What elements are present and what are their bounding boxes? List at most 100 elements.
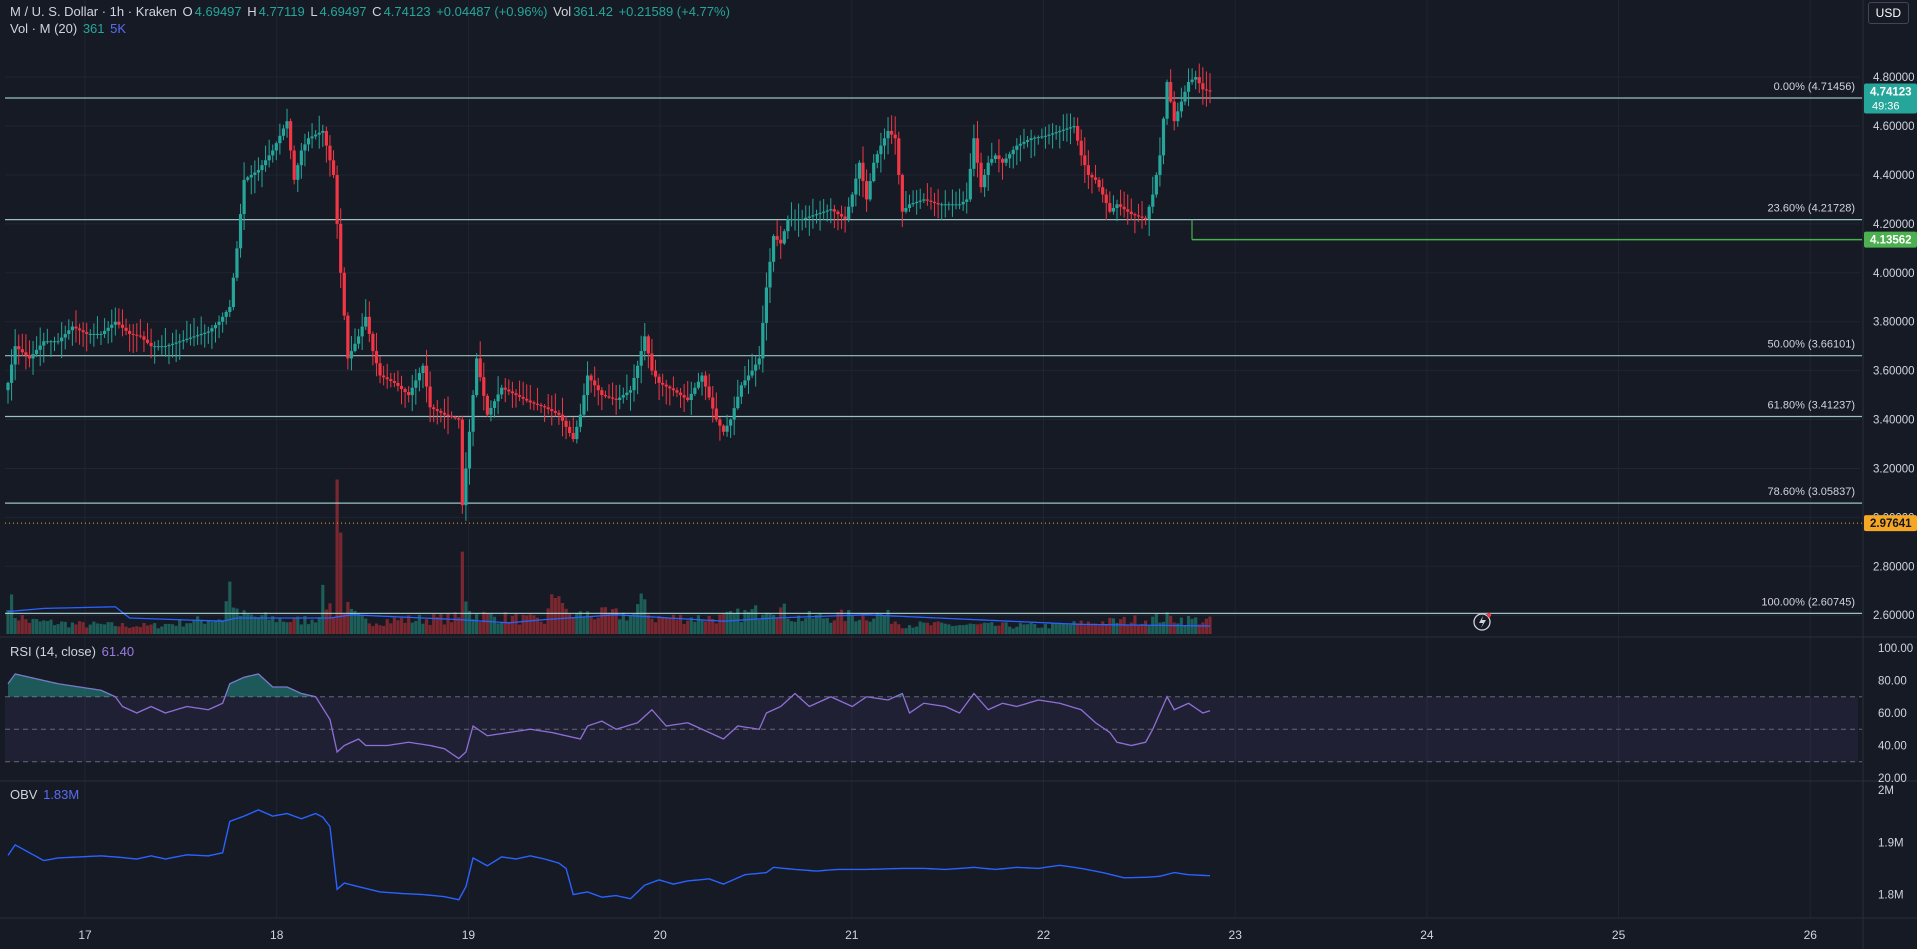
candle-body — [453, 417, 457, 419]
candle-body — [246, 177, 250, 180]
candle-body — [185, 338, 189, 341]
candle-body — [864, 181, 869, 200]
volume-bar — [693, 621, 697, 634]
obv-header[interactable]: OBV 1.83M — [10, 787, 81, 802]
candle-body — [965, 199, 969, 202]
rsi-tick-label: 100.00 — [1878, 643, 1913, 655]
rsi-value: 61.40 — [101, 644, 135, 659]
volume-bar — [156, 628, 160, 634]
price-tick-label: 3.40000 — [1873, 415, 1915, 427]
candle-body — [571, 432, 575, 440]
candle-body — [754, 364, 758, 371]
candle-body — [618, 397, 622, 400]
volume-bar — [904, 628, 908, 634]
volume-bar — [539, 621, 543, 634]
volume-bar — [339, 532, 343, 634]
volume-bar — [607, 612, 611, 634]
candle-body — [589, 375, 593, 381]
candle-body — [929, 200, 933, 202]
candle-body — [947, 204, 951, 206]
candle-body — [836, 211, 840, 215]
volume-bar — [1144, 620, 1148, 634]
candle-body — [117, 321, 121, 325]
candle-body — [367, 316, 371, 334]
volume-bar — [492, 616, 497, 634]
volume-bar — [471, 619, 475, 634]
volume-bar — [1061, 623, 1065, 634]
time-tick-label: 26 — [1804, 928, 1818, 942]
volume-bar — [929, 625, 933, 634]
candle-body — [797, 218, 801, 220]
fib-level-label: 78.60% (3.05837) — [1768, 486, 1855, 498]
volume-bar — [131, 626, 135, 634]
candle-body — [807, 216, 811, 218]
volume-bar — [99, 623, 103, 634]
candle-body — [603, 395, 608, 397]
candle-body — [274, 143, 278, 151]
volume-bar — [185, 623, 189, 634]
candle-body — [149, 342, 153, 347]
volume-bar — [1108, 617, 1112, 634]
candle-body — [457, 418, 461, 420]
candle-body — [653, 370, 658, 377]
volume-bar — [893, 621, 897, 634]
candle-body — [428, 386, 432, 408]
candle-body — [20, 349, 24, 353]
rsi-header[interactable]: RSI (14, close) 61.40 — [10, 644, 136, 659]
candle-body — [997, 155, 1001, 160]
obv-value: 1.83M — [43, 787, 80, 802]
volume-bar — [764, 612, 769, 634]
candle-body — [1204, 89, 1209, 91]
volume-bar — [1050, 622, 1055, 634]
candle-body — [575, 426, 579, 440]
candle-body — [360, 326, 364, 337]
volume-bar — [128, 627, 132, 634]
time-tick-label: 17 — [78, 928, 92, 942]
candle-body — [686, 397, 690, 400]
volume-bar — [618, 619, 622, 634]
candle-body — [925, 199, 929, 201]
close-value: 4.74123 — [383, 4, 431, 19]
candle-body — [432, 407, 436, 410]
volume-bar — [42, 620, 46, 634]
candle-body — [267, 155, 271, 161]
volume-bar — [414, 620, 418, 634]
time-tick-label: 25 — [1612, 928, 1626, 942]
price-tick-label: 3.80000 — [1873, 317, 1915, 329]
volume-bar — [224, 601, 228, 634]
currency-button[interactable]: USD — [1867, 2, 1909, 24]
price-change: +0.04487 (+0.96%) — [436, 4, 548, 19]
candle-body — [478, 358, 482, 378]
candle-body — [1018, 143, 1022, 146]
candle-body — [1190, 79, 1194, 83]
volume-bar — [1033, 624, 1037, 634]
volume-bar — [686, 620, 690, 634]
volume-bar — [317, 617, 321, 634]
volume-bar — [950, 626, 955, 634]
volume-bar — [671, 614, 675, 634]
candle-body — [560, 414, 565, 421]
volume-bar — [768, 613, 772, 634]
candle-body — [847, 206, 851, 219]
candle-body — [779, 239, 783, 244]
volume-indicator-header[interactable]: Vol · M (20) 361 5K — [10, 21, 128, 36]
candle-body — [435, 409, 439, 411]
price-tick-label: 4.40000 — [1873, 170, 1915, 182]
candle-body — [1050, 133, 1055, 135]
candle-body — [568, 426, 572, 433]
candle-body — [1169, 82, 1173, 102]
volume-bar — [510, 615, 515, 634]
low-label: L — [310, 4, 318, 19]
candle-body — [1036, 137, 1040, 139]
candle-body — [389, 379, 393, 382]
candle-body — [492, 401, 497, 408]
volume-bar — [113, 626, 117, 634]
candle-body — [879, 145, 883, 155]
candle-body — [500, 387, 504, 395]
symbol-title[interactable]: M / U. S. Dollar · 1h · Kraken — [10, 4, 177, 19]
price-tick-label: 4.00000 — [1873, 268, 1915, 280]
candle-body — [957, 204, 962, 206]
candle-body — [85, 332, 89, 334]
candle-body — [174, 342, 178, 344]
